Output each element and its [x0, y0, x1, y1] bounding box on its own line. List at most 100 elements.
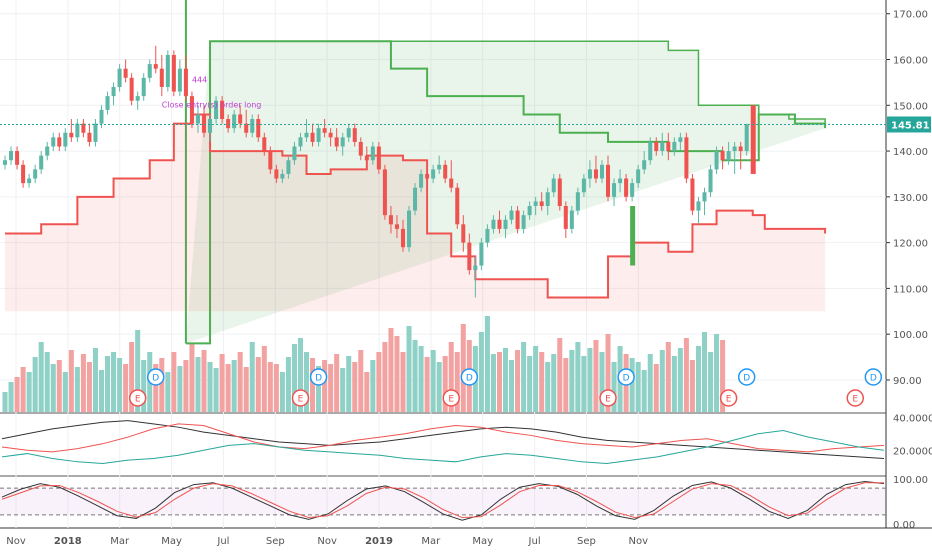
earnings-marker-label: E: [135, 395, 141, 405]
candle-body: [388, 215, 393, 225]
candle-body: [99, 109, 104, 124]
volume-bar: [460, 324, 466, 412]
candle-body: [364, 155, 369, 161]
candle-body: [684, 137, 689, 179]
candle-body: [111, 86, 116, 97]
long-upper-line: [210, 40, 826, 124]
candle-body: [159, 68, 164, 87]
candle-body: [45, 146, 50, 156]
candle-body: [738, 146, 743, 152]
volume-bar: [26, 372, 32, 412]
dividend-marker-label: D: [152, 374, 159, 384]
candle-body: [340, 137, 345, 147]
volume-bar: [68, 350, 74, 412]
volume-bar: [129, 342, 135, 412]
earnings-marker-label: E: [448, 395, 454, 405]
time-tick-label: May: [472, 536, 493, 547]
volume-bar: [677, 348, 683, 412]
volume-bar: [509, 360, 515, 412]
candle-body: [147, 64, 152, 78]
dividend-marker[interactable]: [147, 368, 165, 386]
volume-bar: [62, 372, 68, 412]
candle-body: [15, 151, 20, 165]
candle-body: [449, 178, 454, 188]
candle-body: [557, 178, 562, 206]
volume-bar: [92, 348, 98, 412]
earnings-marker[interactable]: [128, 389, 147, 407]
candle-body: [612, 183, 617, 197]
candle-body: [75, 123, 80, 138]
volume-bar: [291, 344, 297, 412]
price-tick-label: 100.00: [893, 330, 928, 341]
stoch-series-line: [1, 482, 884, 519]
earnings-marker[interactable]: [442, 389, 460, 407]
candle-body: [81, 123, 86, 133]
volume-bar: [219, 354, 225, 412]
volume-bar: [334, 354, 340, 412]
candle-body: [509, 210, 514, 220]
volume-bar: [135, 330, 141, 412]
time-tick-label: May: [161, 536, 182, 547]
candle-body: [533, 201, 538, 206]
order-annotation-id: 444: [192, 75, 207, 84]
volume-bar: [647, 354, 653, 412]
candle-body: [382, 169, 387, 216]
dmi-tick-label: 20.0000: [893, 446, 932, 457]
volume-bar: [44, 352, 50, 412]
candle-body: [171, 54, 176, 92]
candle-body: [358, 141, 363, 156]
time-tick-label: 2018: [54, 536, 82, 547]
candle-body: [545, 192, 550, 206]
last-price-badge: [887, 116, 931, 133]
candle-body: [569, 210, 574, 229]
earnings-marker[interactable]: [291, 389, 310, 407]
time-tick-label: Mar: [110, 536, 130, 547]
dmi-tick-label: 40.0000: [893, 413, 932, 424]
candle-body: [286, 160, 291, 174]
candle-body: [581, 178, 586, 193]
volume-bar: [539, 352, 545, 412]
candle-body: [702, 192, 707, 202]
dividend-marker[interactable]: [309, 368, 328, 386]
dividend-marker[interactable]: [737, 368, 756, 386]
earnings-marker[interactable]: [719, 389, 738, 407]
time-tick-label: 2019: [365, 536, 393, 547]
short-signal-bar: [750, 105, 756, 174]
candle-body: [732, 146, 737, 152]
volume-bar: [599, 352, 605, 412]
volume-bar: [551, 354, 557, 412]
volume-bar: [358, 350, 364, 412]
candle-body: [370, 146, 375, 161]
volume-bar: [304, 352, 310, 412]
volume-bar: [689, 360, 695, 412]
dividend-marker-label: D: [466, 374, 473, 384]
candle-body: [135, 96, 140, 101]
candle-body: [497, 219, 502, 229]
volume-bar: [653, 364, 659, 412]
candle-body: [636, 169, 641, 184]
dividend-marker[interactable]: [617, 368, 635, 386]
long-stop-zone: [185, 41, 826, 344]
candle-body: [479, 242, 484, 266]
candle-body: [57, 137, 62, 147]
dividend-marker[interactable]: [864, 368, 883, 386]
earnings-marker[interactable]: [846, 389, 864, 407]
long-signal-bar: [630, 206, 636, 266]
volume-bar: [273, 364, 279, 412]
time-tick-label: Nov: [6, 536, 26, 547]
candle-body: [141, 77, 146, 97]
candle-body: [3, 160, 8, 165]
dividend-marker-label: D: [315, 374, 322, 384]
candle-body: [714, 151, 719, 170]
dividend-marker[interactable]: [460, 368, 479, 386]
earnings-marker-label: E: [605, 395, 611, 405]
candle-body: [292, 146, 297, 161]
candle-body: [117, 68, 122, 87]
candle-body: [461, 224, 466, 243]
volume-bar: [695, 346, 701, 412]
candle-body: [226, 119, 231, 129]
volume-bar: [267, 362, 273, 412]
earnings-marker[interactable]: [599, 389, 617, 407]
